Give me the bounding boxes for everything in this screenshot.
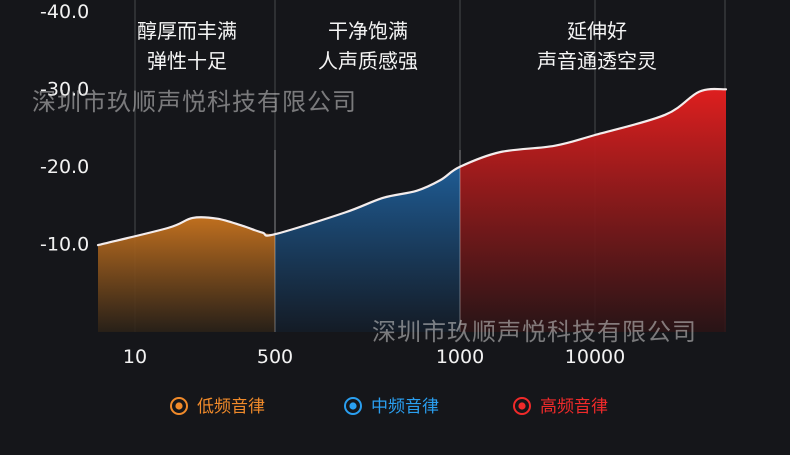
x-tick-label: 1000 bbox=[436, 346, 484, 368]
legend-item-mid: 中频音律 bbox=[344, 397, 439, 417]
legend-dot-icon bbox=[349, 402, 357, 410]
legend: 低频音律 中频音律 高频音律 bbox=[170, 397, 608, 417]
legend-marker-icon bbox=[344, 397, 362, 415]
area-high bbox=[460, 88, 726, 332]
band-label-high: 延伸好 bbox=[567, 19, 627, 43]
response-curve bbox=[96, 87, 728, 332]
y-tick-label: -30.0 bbox=[40, 79, 89, 101]
x-tick-label: 10000 bbox=[565, 346, 625, 368]
y-axis-ticks: -40.0 -30.0 -20.0 -10.0 bbox=[40, 1, 89, 256]
legend-label: 中频音律 bbox=[371, 397, 439, 417]
legend-label: 高频音律 bbox=[540, 397, 608, 417]
y-tick-label: -20.0 bbox=[40, 156, 89, 178]
x-axis-ticks: 10 500 1000 10000 bbox=[123, 346, 625, 368]
watermark-bottom: 深圳市玖顺声悦科技有限公司 bbox=[372, 318, 697, 346]
legend-marker-icon bbox=[170, 397, 188, 415]
legend-item-high: 高频音律 bbox=[513, 397, 608, 417]
legend-label: 低频音律 bbox=[197, 397, 265, 417]
legend-dot-icon bbox=[175, 402, 183, 410]
y-tick-label: -10.0 bbox=[40, 234, 89, 256]
band-label-mid: 干净饱满 bbox=[328, 19, 408, 43]
area-low bbox=[98, 217, 275, 332]
watermark-top: 深圳市玖顺声悦科技有限公司 bbox=[32, 88, 357, 116]
area-mid bbox=[275, 166, 460, 332]
response-line bbox=[96, 87, 728, 247]
band-label-high: 声音通透空灵 bbox=[537, 49, 657, 73]
band-label-mid: 人声质感强 bbox=[318, 49, 418, 73]
legend-marker-icon bbox=[513, 397, 531, 415]
band-label-low: 醇厚而丰满 bbox=[137, 19, 237, 43]
x-tick-label: 500 bbox=[257, 346, 293, 368]
legend-dot-icon bbox=[518, 402, 526, 410]
y-tick-label: -40.0 bbox=[40, 1, 89, 23]
x-tick-label: 10 bbox=[123, 346, 147, 368]
legend-item-low: 低频音律 bbox=[170, 397, 265, 417]
band-label-low: 弹性十足 bbox=[147, 49, 227, 73]
